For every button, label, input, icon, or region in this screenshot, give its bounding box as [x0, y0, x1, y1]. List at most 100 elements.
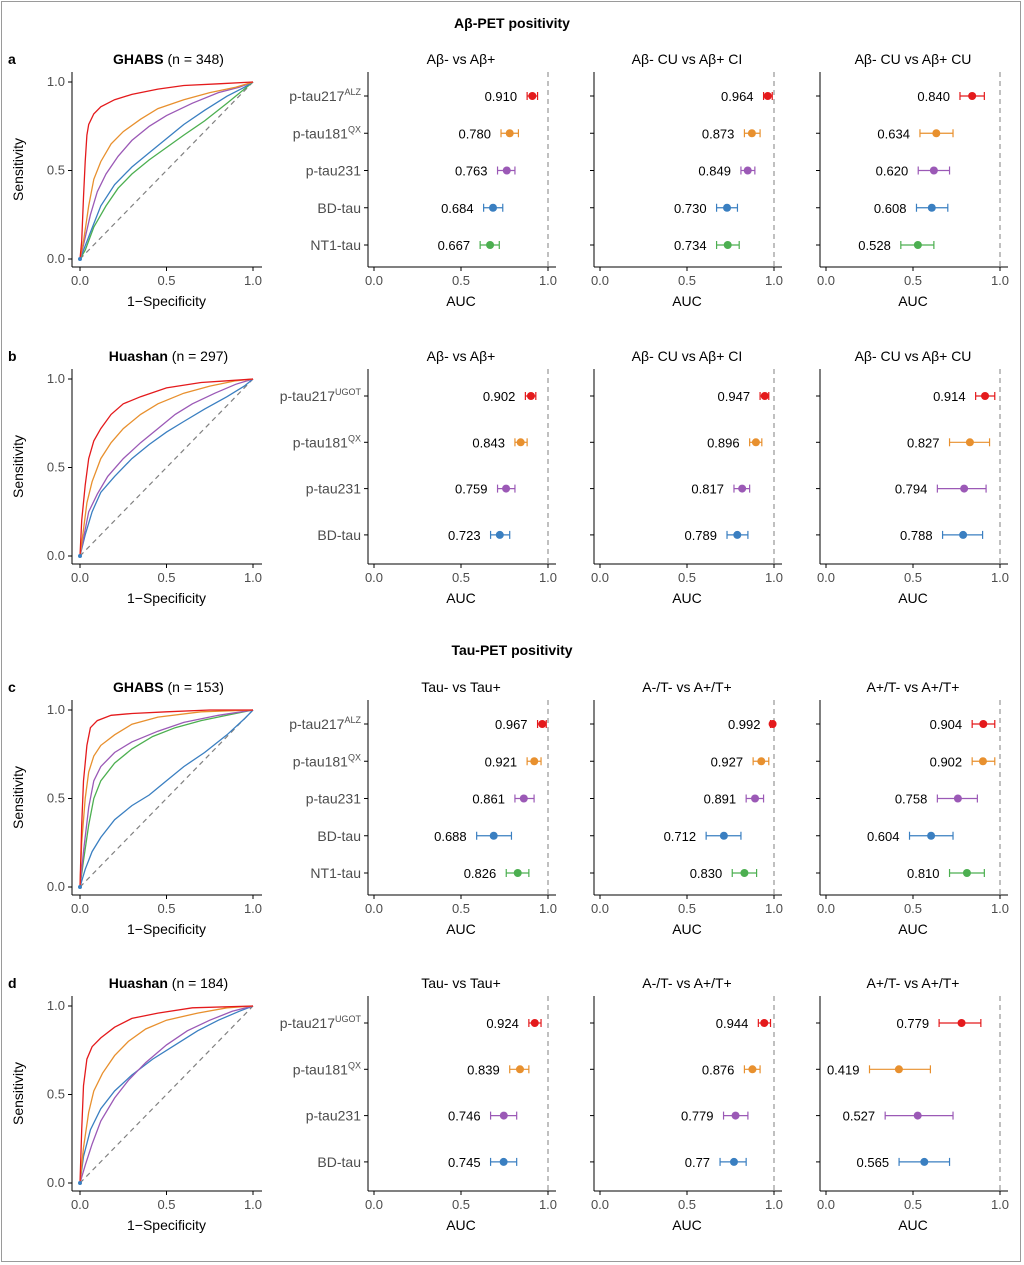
- auc-point-p-tau217: [768, 720, 777, 728]
- marker-name: NT1-tau: [310, 237, 361, 253]
- auc-point-p-tau217: [957, 1019, 966, 1027]
- auc-value-label: 0.684: [441, 201, 474, 216]
- forest-x-axis-label: AUC: [898, 1217, 928, 1233]
- forest-x-axis-label: AUC: [898, 293, 928, 309]
- forest-row-label: p-tau231: [306, 1108, 361, 1124]
- forest-panel-a-2: Aβ- CU vs Aβ+ CI 0.0 0.5 1.0 AUC 0.964 0.873 0.…: [590, 51, 783, 309]
- forest-row-label: BD-tau: [317, 1154, 361, 1170]
- roc-reference-line: [79, 709, 254, 888]
- roc-reference-line: [79, 378, 254, 557]
- auc-value-label: 0.810: [907, 866, 940, 881]
- auc-value-label: 0.734: [674, 238, 707, 253]
- forest-x-tick-label: 0.0: [817, 273, 835, 288]
- roc-x-tick-label: 0.0: [71, 273, 89, 288]
- roc-y-tick-label: 0.5: [47, 163, 65, 178]
- roc-y-axis-label: Sensitivity: [10, 1062, 26, 1125]
- auc-value-label: 0.902: [483, 389, 516, 404]
- auc-value-label: 0.944: [716, 1016, 749, 1031]
- forest-panel-a-3: Aβ- CU vs Aβ+ CU 0.0 0.5 1.0 AUC 0.840 0.634 0.…: [816, 51, 1009, 309]
- roc-x-axis-label: 1−Specificity: [127, 921, 206, 937]
- auc-point-p-tau181: [978, 757, 987, 766]
- marker-name: p-tau217: [289, 716, 344, 732]
- auc-point-NT1-tau: [913, 241, 922, 249]
- forest-x-tick-label: 1.0: [991, 570, 1009, 585]
- section-title-tau: Tau-PET positivity: [451, 642, 572, 658]
- forest-x-tick-label: 0.0: [365, 570, 383, 585]
- forest-panel-c-1: Tau- vs Tau+ 0.0 0.5 1.0 AUC p-tau217ALZ 0.967…: [289, 679, 557, 937]
- forest-panel-c-3: A+/T- vs A+/T+ 0.0 0.5 1.0 AUC 0.904 0.902 0.75…: [816, 679, 1009, 937]
- roc-x-axis-label: 1−Specificity: [127, 293, 206, 309]
- roc-curve-NT1-tau: [79, 709, 254, 888]
- auc-value-label: 0.745: [448, 1155, 481, 1170]
- roc-y-tick-label: 1.0: [47, 74, 65, 89]
- auc-value-label: 0.921: [485, 754, 518, 769]
- auc-point-p-tau231: [519, 794, 528, 803]
- roc-curve-p-tau181: [79, 709, 254, 888]
- marker-name: p-tau181: [293, 125, 348, 141]
- auc-point-p-tau181: [515, 1065, 524, 1074]
- forest-panel-d-3: A+/T- vs A+/T+ 0.0 0.5 1.0 AUC 0.779 0.419 0.52…: [816, 975, 1009, 1233]
- forest-x-tick-label: 0.0: [591, 1197, 609, 1212]
- marker-name: BD-tau: [317, 828, 361, 844]
- auc-value-label: 0.565: [857, 1155, 890, 1170]
- auc-value-label: 0.789: [684, 528, 717, 543]
- forest-row-label: p-tau217UGOT: [280, 387, 362, 404]
- auc-point-p-tau231: [751, 794, 760, 803]
- auc-point-p-tau217: [528, 92, 537, 100]
- roc-origin-point: [78, 885, 82, 889]
- auc-point-p-tau231: [929, 166, 938, 175]
- auc-value-label: 0.730: [674, 201, 707, 216]
- roc-y-tick-label: 0.0: [47, 251, 65, 266]
- roc-curve-BD-tau: [79, 378, 254, 557]
- roc-curve-p-tau181: [79, 378, 254, 557]
- auc-value-label: 0.826: [464, 866, 497, 881]
- auc-point-BD-tau: [489, 203, 498, 212]
- auc-point-BD-tau: [499, 1157, 508, 1166]
- auc-point-p-tau217: [760, 392, 769, 400]
- forest-title: Tau- vs Tau+: [421, 679, 501, 695]
- marker-assay-superscript: UGOT: [335, 387, 362, 397]
- roc-title: Huashan (n = 297): [109, 348, 228, 364]
- forest-x-tick-label: 0.0: [591, 901, 609, 916]
- roc-y-axis-label: Sensitivity: [10, 766, 26, 829]
- forest-title: Tau- vs Tau+: [421, 975, 501, 991]
- auc-point-NT1-tau: [486, 241, 495, 249]
- roc-cohort: Huashan: [109, 975, 168, 991]
- forest-panel-b-2: Aβ- CU vs Aβ+ CI 0.0 0.5 1.0 AUC 0.947 0.896 0.…: [590, 348, 783, 606]
- auc-point-BD-tau: [920, 1157, 929, 1166]
- panel-letter: d: [8, 975, 17, 991]
- forest-title: Aβ- vs Aβ+: [427, 51, 496, 67]
- forest-x-tick-label: 1.0: [765, 273, 783, 288]
- roc-curve-BD-tau: [79, 81, 254, 260]
- forest-row-label: p-tau217ALZ: [289, 87, 361, 104]
- auc-value-label: 0.817: [691, 482, 724, 497]
- auc-point-p-tau181: [932, 129, 941, 138]
- auc-point-p-tau181: [516, 438, 525, 447]
- auc-value-label: 0.634: [877, 126, 910, 141]
- roc-x-tick-label: 0.0: [71, 901, 89, 916]
- roc-reference-line: [79, 1005, 254, 1184]
- roc-x-tick-label: 1.0: [244, 273, 262, 288]
- forest-title: Aβ- CU vs Aβ+ CU: [855, 348, 972, 364]
- forest-x-axis-label: AUC: [898, 590, 928, 606]
- auc-point-p-tau231: [913, 1111, 922, 1120]
- auc-point-p-tau181: [748, 1065, 757, 1074]
- roc-x-tick-label: 0.5: [157, 1197, 175, 1212]
- auc-value-label: 0.779: [681, 1109, 714, 1124]
- auc-point-p-tau231: [499, 1111, 508, 1120]
- auc-point-p-tau231: [731, 1111, 740, 1120]
- auc-point-p-tau181: [757, 757, 766, 766]
- marker-name: p-tau217: [289, 88, 344, 104]
- forest-x-tick-label: 0.5: [904, 1197, 922, 1212]
- roc-curve-p-tau217: [79, 1005, 254, 1184]
- roc-x-tick-label: 0.0: [71, 1197, 89, 1212]
- forest-x-tick-label: 0.0: [817, 1197, 835, 1212]
- auc-point-BD-tau: [723, 203, 732, 212]
- auc-point-p-tau181: [894, 1065, 903, 1074]
- roc-curve-p-tau181: [79, 81, 254, 260]
- forest-x-tick-label: 0.5: [904, 273, 922, 288]
- auc-value-label: 0.967: [495, 717, 528, 732]
- auc-point-BD-tau: [495, 530, 504, 539]
- marker-name: p-tau231: [306, 791, 361, 807]
